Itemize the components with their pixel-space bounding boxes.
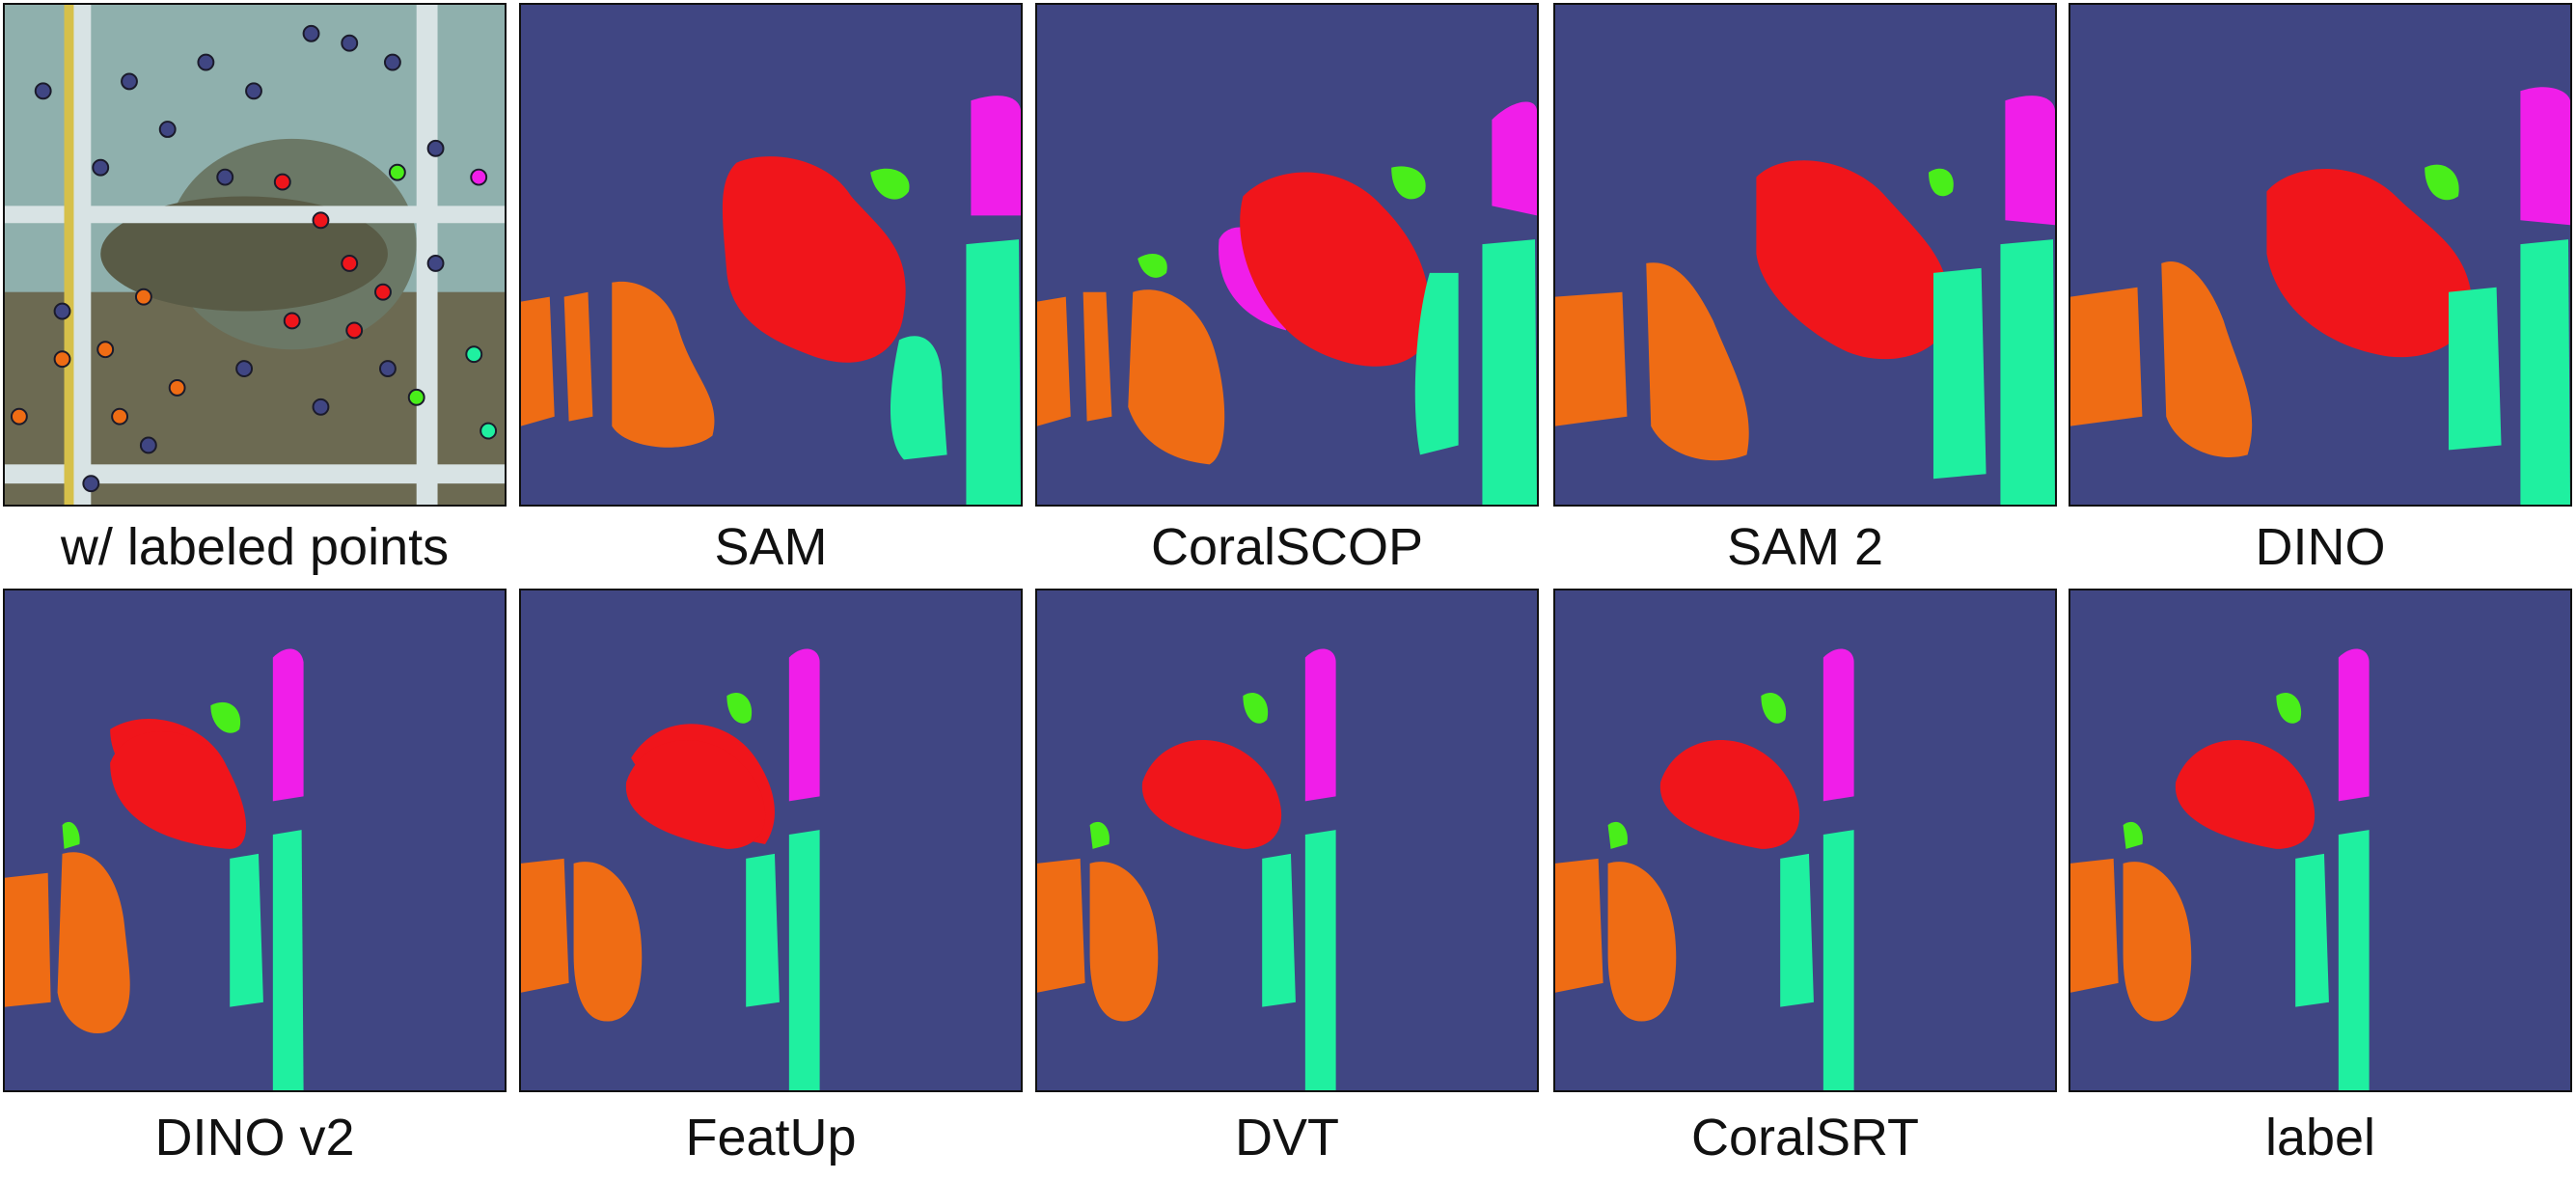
photo-image — [5, 5, 505, 505]
segmentation-panel-dino — [2069, 3, 2572, 507]
panel-caption: label — [2264, 1109, 2376, 1166]
labeled-points — [10, 24, 498, 493]
photo-panel-labeled-points — [3, 3, 507, 507]
segmentation-panel-featup — [519, 589, 1023, 1092]
segmentation-panel-label — [2069, 589, 2572, 1092]
panel-caption: SAM — [714, 518, 828, 576]
segmentation-map — [1037, 648, 1336, 1090]
segmentation-map — [5, 648, 304, 1090]
segmentation-map — [1555, 96, 2055, 505]
segmentation-map — [1037, 101, 1537, 505]
segmentation-map — [1555, 648, 1854, 1090]
panel-caption: w/ labeled points — [60, 518, 450, 576]
segmentation-panel-dvt — [1035, 589, 1539, 1092]
panel-caption: DVT — [1235, 1109, 1339, 1166]
panel-caption: DINO v2 — [154, 1109, 355, 1166]
segmentation-panel-coralscop — [1035, 3, 1539, 507]
segmentation-map — [2070, 87, 2570, 505]
panel-caption: FeatUp — [685, 1109, 857, 1166]
segmentation-panel-coralsrt — [1553, 589, 2057, 1092]
segmentation-panel-dino-v2 — [3, 589, 507, 1092]
panel-caption: CoralSCOP — [1150, 518, 1424, 576]
panel-caption: SAM 2 — [1726, 518, 1884, 576]
panel-caption: DINO — [2255, 518, 2386, 576]
segmentation-panel-sam — [519, 3, 1023, 507]
segmentation-panel-sam2 — [1553, 3, 2057, 507]
segmentation-map — [521, 648, 820, 1090]
segmentation-map — [521, 96, 1021, 505]
panel-caption: CoralSRT — [1690, 1109, 1920, 1166]
segmentation-map — [2070, 648, 2370, 1090]
